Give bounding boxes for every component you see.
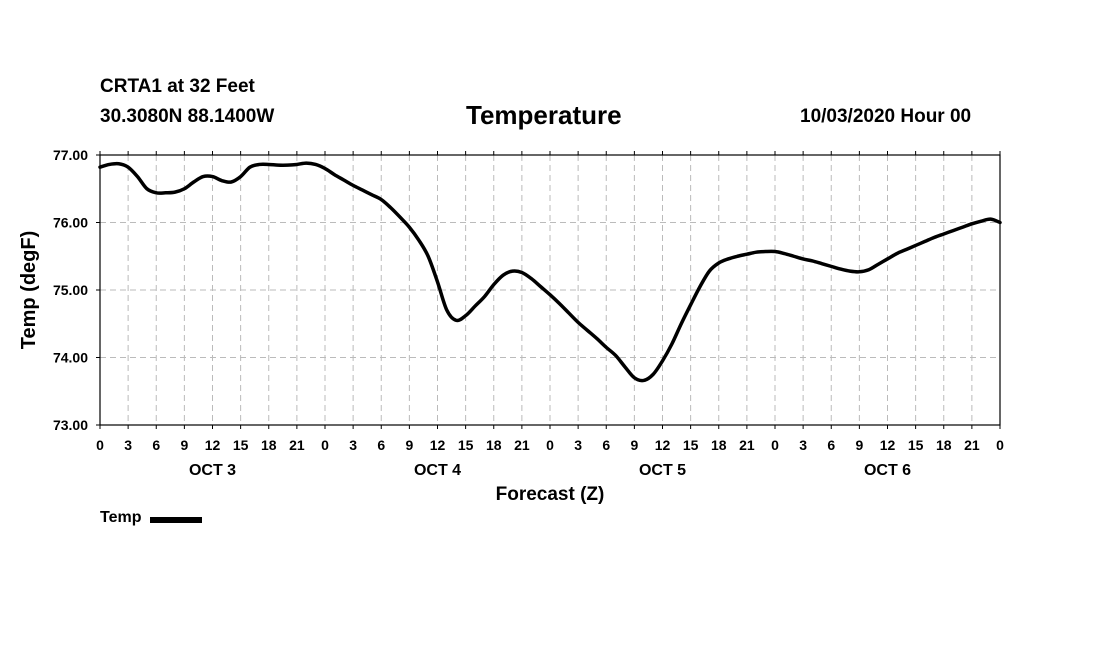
x-tick-label: 9	[180, 437, 188, 453]
x-tick-label: 0	[996, 437, 1004, 453]
x-tick-label: 0	[546, 437, 554, 453]
forecast-datetime: 10/03/2020 Hour 00	[800, 106, 972, 127]
x-tick-label: 6	[827, 437, 835, 453]
x-tick-label: 6	[602, 437, 610, 453]
y-tick-label: 77.00	[53, 147, 88, 163]
x-tick-label: 15	[908, 437, 924, 453]
day-label: OCT 6	[864, 462, 911, 479]
x-tick-label: 21	[514, 437, 530, 453]
y-tick-label: 74.00	[53, 350, 88, 366]
x-tick-label: 12	[880, 437, 896, 453]
day-label: OCT 5	[639, 462, 686, 479]
x-tick-labels: 0 3 6 9 12 15 18 21 0 3 6 9 12 15 18 21 0 3 6 9 12 15 18 21 0 3 6 9…	[96, 437, 1004, 453]
x-tick-label: 15	[233, 437, 249, 453]
x-tick-label: 0	[771, 437, 779, 453]
x-tick-label: 6	[152, 437, 160, 453]
x-tick-label: 18	[711, 437, 727, 453]
y-tick-label: 73.00	[53, 417, 88, 433]
legend-label-temp: Temp	[100, 509, 142, 526]
axis-ticks	[96, 151, 1001, 429]
x-tick-label: 18	[486, 437, 502, 453]
x-tick-label: 12	[205, 437, 221, 453]
station-label: CRTA1 at 32 Feet	[100, 76, 255, 97]
x-tick-label: 15	[683, 437, 699, 453]
y-tick-label: 75.00	[53, 282, 88, 298]
coordinates-label: 30.3080N 88.1400W	[100, 106, 275, 127]
x-tick-label: 21	[964, 437, 980, 453]
x-tick-label: 12	[430, 437, 446, 453]
x-tick-label: 21	[289, 437, 305, 453]
y-tick-label: 76.00	[53, 215, 88, 231]
x-axis-label: Forecast (Z)	[496, 484, 605, 505]
y-tick-labels: 73.00 74.00 75.00 76.00 77.00	[53, 147, 88, 433]
x-tick-label: 6	[377, 437, 385, 453]
x-tick-label: 9	[630, 437, 638, 453]
legend: Temp	[100, 509, 203, 527]
x-tick-label: 3	[574, 437, 582, 453]
legend-swatch-temp	[150, 516, 203, 523]
x-tick-label: 18	[261, 437, 277, 453]
day-label: OCT 4	[414, 462, 461, 479]
x-tick-label: 3	[124, 437, 132, 453]
x-tick-label: 15	[458, 437, 474, 453]
x-tick-label: 18	[936, 437, 952, 453]
x-tick-label: 3	[349, 437, 357, 453]
x-tick-label: 9	[855, 437, 863, 453]
grid-lines	[100, 155, 1000, 425]
x-tick-label: 9	[405, 437, 413, 453]
day-labels: OCT 3 OCT 4 OCT 5 OCT 6	[189, 462, 911, 479]
x-tick-label: 3	[799, 437, 807, 453]
x-tick-label: 0	[321, 437, 329, 453]
temp-series-line	[98, 161, 1002, 383]
x-tick-label: 21	[739, 437, 755, 453]
y-axis-label: Temp (degF)	[18, 231, 40, 350]
x-tick-label: 12	[655, 437, 671, 453]
day-label: OCT 3	[189, 462, 236, 479]
chart-title: Temperature	[466, 100, 622, 130]
x-tick-label: 0	[96, 437, 104, 453]
